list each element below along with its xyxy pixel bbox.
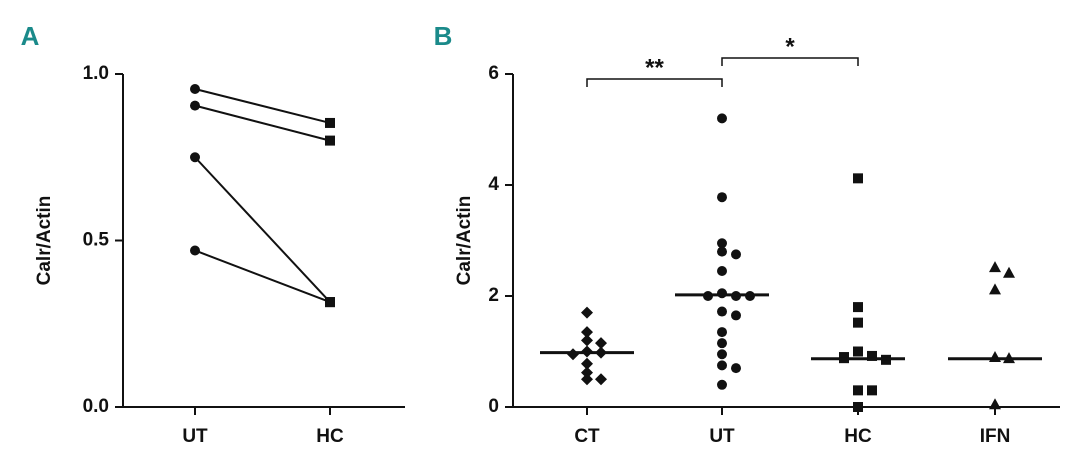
x-tick-label: IFN (980, 426, 1011, 447)
x-tick-label: CT (574, 426, 600, 447)
point (717, 349, 727, 360)
y-tick-label: 0.0 (83, 396, 109, 417)
point (581, 366, 593, 379)
x-tick-label: HC (844, 426, 872, 447)
point (989, 261, 1001, 273)
panel-label: B (434, 21, 453, 51)
significance-bracket (586, 78, 723, 87)
point (325, 297, 335, 308)
point (595, 337, 607, 350)
point (581, 306, 593, 319)
point (853, 173, 863, 184)
point (581, 357, 593, 370)
x-tick-label: HC (316, 426, 344, 447)
significance-label: * (785, 33, 795, 60)
point (595, 373, 607, 386)
point (731, 363, 741, 374)
point (717, 306, 727, 317)
point (190, 245, 200, 256)
point (853, 302, 863, 313)
pair-line (194, 156, 331, 303)
point (731, 249, 741, 260)
significance-bracket (721, 57, 859, 66)
point (717, 360, 727, 371)
point (717, 113, 727, 124)
point (717, 288, 727, 299)
y-tick-label: 6 (488, 63, 499, 84)
point (867, 385, 877, 396)
point (581, 326, 593, 339)
y-tick-label: 0.5 (83, 230, 110, 251)
point (325, 135, 335, 146)
x-tick-label: UT (709, 426, 735, 447)
point (853, 385, 863, 396)
x-tick-label: UT (182, 426, 208, 447)
point (989, 351, 1001, 363)
point (581, 373, 593, 386)
point (567, 348, 579, 361)
point (1003, 266, 1015, 278)
point (989, 283, 1001, 295)
point (853, 346, 863, 357)
point (731, 310, 741, 321)
y-tick-label: 4 (488, 174, 499, 195)
y-tick-label: 1.0 (83, 63, 109, 84)
point (717, 246, 727, 257)
y-tick-label: 0 (488, 396, 499, 417)
point (190, 100, 200, 111)
point (581, 334, 593, 347)
significance-label: ** (645, 54, 664, 81)
pair-line (194, 249, 331, 304)
y-axis-label: Calr/Actin (454, 196, 475, 286)
point (867, 350, 877, 361)
point (190, 83, 200, 94)
point (717, 327, 727, 338)
point (853, 402, 863, 412)
point (717, 379, 727, 390)
point (190, 152, 200, 163)
point (989, 398, 1001, 410)
pair-line (194, 88, 331, 124)
point (325, 117, 335, 128)
y-tick-label: 2 (488, 285, 499, 306)
point (717, 192, 727, 203)
y-axis-label: Calr/Actin (34, 196, 55, 286)
point (717, 266, 727, 277)
point (717, 338, 727, 349)
point (717, 238, 727, 249)
point (853, 317, 863, 328)
panel-label: A (21, 21, 40, 51)
pair-line (194, 104, 331, 142)
